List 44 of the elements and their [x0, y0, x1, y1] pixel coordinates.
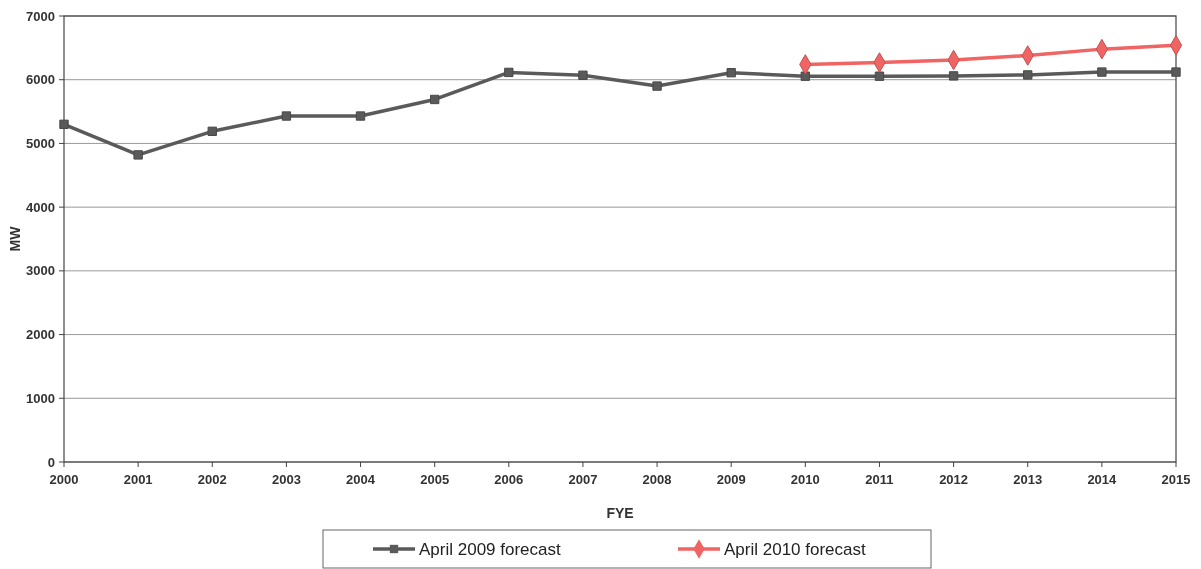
y-tick-label: 4000 — [26, 199, 55, 215]
point — [59, 119, 69, 129]
x-tick-label: 2010 — [790, 472, 820, 487]
x-tick-label: 2015 — [1161, 472, 1191, 487]
x-tick-label: 2006 — [494, 472, 524, 487]
y-tick-label: 0 — [47, 454, 55, 470]
y-tick-label: 1000 — [26, 390, 55, 406]
legend-label: April 2010 forecast — [724, 539, 867, 559]
x-tick-label: 2012 — [939, 472, 969, 487]
x-tick-label: 2005 — [420, 472, 450, 487]
y-tick-label: 2000 — [26, 327, 55, 343]
y-tick-label: 7000 — [26, 8, 55, 24]
point — [800, 71, 811, 81]
point — [207, 126, 217, 137]
point — [281, 111, 292, 121]
x-tick-label: 2014 — [1087, 472, 1118, 487]
point — [355, 111, 366, 121]
point — [948, 71, 959, 81]
point — [1023, 70, 1033, 80]
y-tick-label: 3000 — [26, 263, 55, 279]
x-tick-label: 2002 — [197, 472, 227, 487]
x-tick-label: 2003 — [271, 472, 301, 487]
point — [504, 67, 514, 78]
point — [133, 150, 143, 160]
legend-label: April 2009 forecast — [419, 539, 562, 559]
x-tick-label: 2007 — [568, 472, 598, 487]
x-tick-label: 2000 — [49, 472, 79, 487]
x-tick-label: 2009 — [716, 472, 746, 487]
y-tick-label: 5000 — [26, 135, 55, 151]
point — [1171, 67, 1181, 77]
point — [652, 81, 662, 91]
point — [726, 68, 736, 78]
point — [578, 70, 588, 80]
point — [874, 71, 885, 81]
x-tick-label: 2001 — [123, 472, 153, 487]
x-tick-label: 2011 — [865, 472, 894, 487]
y-axis-title: MW — [7, 225, 23, 252]
x-tick-label: 2008 — [642, 472, 672, 487]
x-axis-title: FYE — [606, 505, 634, 521]
point — [429, 94, 440, 105]
y-tick-label: 6000 — [26, 72, 55, 88]
x-tick-label: 2004 — [346, 472, 376, 487]
x-tick-label: 2013 — [1013, 472, 1043, 487]
point — [1097, 67, 1107, 77]
